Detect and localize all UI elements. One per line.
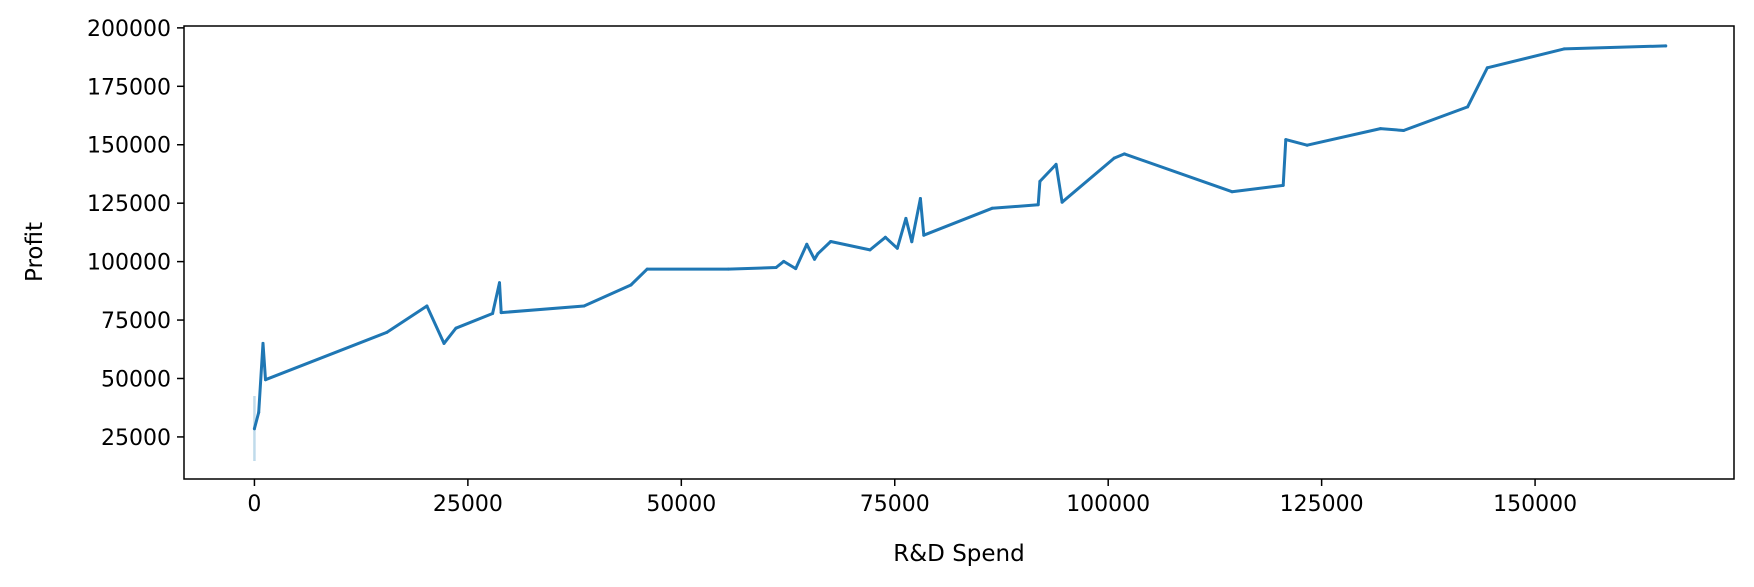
data-point [774, 266, 778, 269]
data-point [499, 311, 503, 315]
data-point [261, 341, 265, 345]
x-tick-label: 150000 [1493, 492, 1577, 517]
x-tick-label: 25000 [433, 492, 503, 517]
data-point [442, 341, 446, 345]
data-point [1038, 179, 1042, 183]
data-point [782, 259, 786, 263]
data-point [1112, 156, 1116, 160]
x-tick-label: 125000 [1280, 492, 1364, 517]
y-tick-label: 200000 [87, 17, 171, 42]
data-point [794, 267, 798, 271]
data-point [883, 235, 887, 239]
data-point [895, 246, 899, 250]
data-point [491, 312, 495, 315]
data-point [454, 326, 458, 330]
data-point [252, 427, 256, 431]
data-point [922, 233, 926, 237]
series-line [252, 44, 1668, 431]
data-point [1281, 183, 1285, 187]
data-point [264, 378, 267, 382]
data-point [868, 248, 872, 252]
data-point [1485, 66, 1489, 70]
data-point [1402, 129, 1406, 132]
y-axis-ticks: 25000 50000 75000 100000 125000 150000 175000 2… [87, 17, 184, 451]
data-point [257, 410, 261, 414]
y-tick-label: 125000 [87, 192, 171, 217]
data-point [1036, 203, 1040, 207]
data-point [726, 267, 730, 271]
y-tick-label: 75000 [101, 309, 171, 334]
data-point [498, 281, 501, 285]
data-point [629, 283, 633, 287]
y-tick-label: 150000 [87, 134, 171, 159]
data-point [805, 242, 809, 246]
y-tick-label: 50000 [101, 367, 171, 392]
data-point [910, 240, 914, 244]
data-point [918, 197, 922, 200]
data-point [1230, 190, 1234, 194]
data-point [1122, 152, 1126, 156]
data-point [1284, 138, 1288, 142]
data-point [1060, 200, 1064, 204]
plot-frame [183, 25, 1735, 480]
data-point [1664, 44, 1668, 48]
y-tick-label: 175000 [87, 75, 171, 100]
data-point [1379, 127, 1382, 131]
data-point [1305, 143, 1309, 147]
data-point [645, 267, 649, 271]
data-point [990, 206, 994, 210]
data-point [816, 252, 820, 256]
x-tick-label: 100000 [1066, 492, 1150, 517]
data-point [829, 240, 833, 243]
series-line-layer [252, 44, 1668, 431]
data-point [904, 216, 908, 220]
x-tick-label: 75000 [860, 492, 930, 517]
data-point [425, 304, 429, 308]
x-axis-ticks: 0 25000 50000 75000 100000 125000 150000 [247, 479, 1577, 517]
data-point [1054, 162, 1058, 166]
y-tick-label: 100000 [87, 251, 171, 276]
data-point [582, 304, 586, 308]
data-point [1562, 47, 1566, 51]
x-tick-label: 0 [247, 492, 261, 517]
x-axis-label: R&D Spend [893, 541, 1024, 567]
x-tick-label: 50000 [646, 492, 716, 517]
data-point [1466, 105, 1470, 109]
y-axis-label: Profit [22, 222, 48, 282]
data-point [385, 330, 389, 334]
data-point [813, 257, 816, 261]
y-tick-label: 25000 [101, 426, 171, 451]
